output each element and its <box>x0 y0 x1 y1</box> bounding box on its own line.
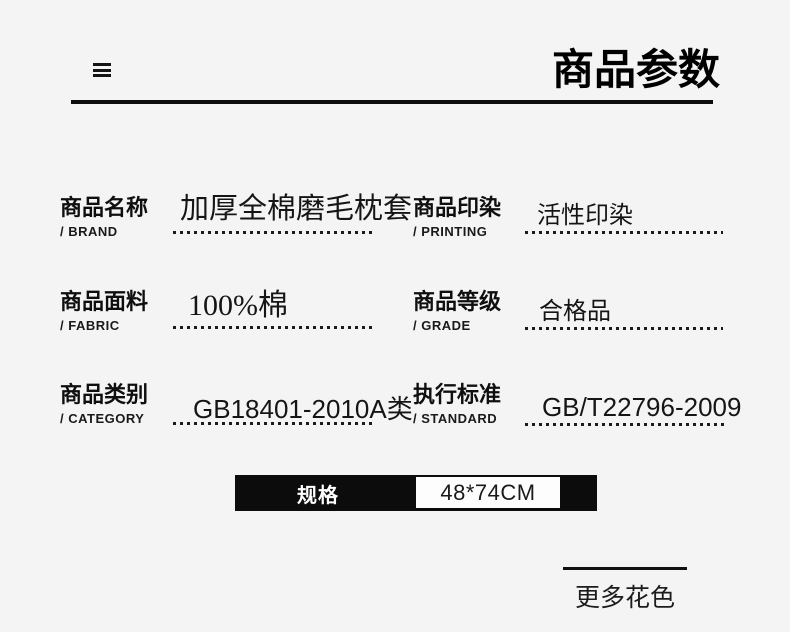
more-colors-label: 更多花色 <box>574 585 675 612</box>
field-value-standard: GB/T22796-2009 <box>542 392 742 422</box>
hamburger-bar <box>93 74 111 77</box>
more-colors-divider <box>563 567 687 570</box>
field-value-brand: 加厚全棉磨毛枕套 <box>180 193 413 225</box>
size-spec-label: 规格 <box>297 484 339 507</box>
field-label-grade: 商品等级 <box>413 289 502 314</box>
field-sublabel-brand: / BRAND <box>60 224 118 239</box>
field-sublabel-printing: / PRINTING <box>413 224 488 239</box>
field-value-category: GB18401-2010A类 <box>193 394 413 424</box>
field-label-fabric: 商品面料 <box>60 289 149 314</box>
field-sublabel-grade: / GRADE <box>413 318 471 333</box>
dotted-underline <box>525 327 723 330</box>
field-label-printing: 商品印染 <box>413 195 502 220</box>
field-label-category: 商品类别 <box>60 382 149 407</box>
size-value-box: 48*74CM <box>416 477 560 508</box>
field-label-brand: 商品名称 <box>60 195 149 220</box>
field-value-fabric: 100%棉 <box>188 289 288 322</box>
dotted-underline <box>173 231 374 234</box>
field-sublabel-fabric: / FABRIC <box>60 318 120 333</box>
field-sublabel-standard: / STANDARD <box>413 411 498 426</box>
dotted-underline <box>173 422 373 425</box>
page-title: 商品参数 <box>551 46 720 93</box>
size-value: 48*74CM <box>440 479 536 505</box>
dotted-underline <box>525 423 724 426</box>
hamburger-menu-icon <box>93 63 111 77</box>
dotted-underline <box>173 326 374 329</box>
more-colors-section: 更多花色 <box>563 567 687 614</box>
field-value-printing: 活性印染 <box>537 202 633 229</box>
dotted-underline <box>525 231 723 234</box>
field-sublabel-category: / CATEGORY <box>60 411 145 426</box>
hamburger-bar <box>93 68 111 72</box>
field-label-standard: 执行标准 <box>413 382 502 407</box>
hamburger-bar <box>93 63 111 66</box>
size-spec-bar: 规格 48*74CM <box>235 475 597 511</box>
field-value-grade: 合格品 <box>539 298 611 325</box>
header-divider <box>71 100 713 104</box>
